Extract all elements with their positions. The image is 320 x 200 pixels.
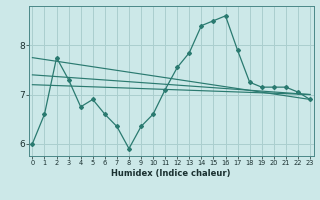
X-axis label: Humidex (Indice chaleur): Humidex (Indice chaleur) (111, 169, 231, 178)
